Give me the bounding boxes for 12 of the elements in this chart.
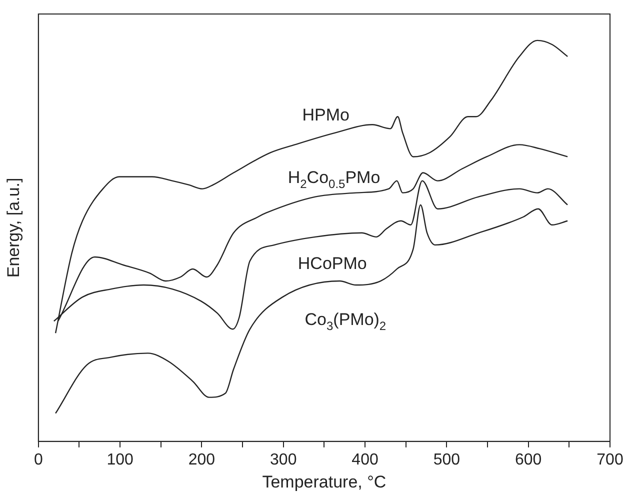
x-axis-title: Temperature, °C <box>262 472 386 492</box>
y-axis-title: Energy, [a.u.] <box>4 178 23 278</box>
x-tick-label: 0 <box>34 451 43 468</box>
x-tick-label: 300 <box>270 451 297 468</box>
x-tick-label: 400 <box>352 451 378 468</box>
x-tick-label: 200 <box>188 451 216 468</box>
series-label: HCoPMo <box>298 254 367 273</box>
series-label: HPMo <box>302 106 350 125</box>
x-tick-label: 700 <box>596 451 624 468</box>
x-tick-label: 500 <box>433 451 460 468</box>
x-tick-label: 600 <box>514 451 542 468</box>
x-tick-label: 100 <box>106 451 134 468</box>
